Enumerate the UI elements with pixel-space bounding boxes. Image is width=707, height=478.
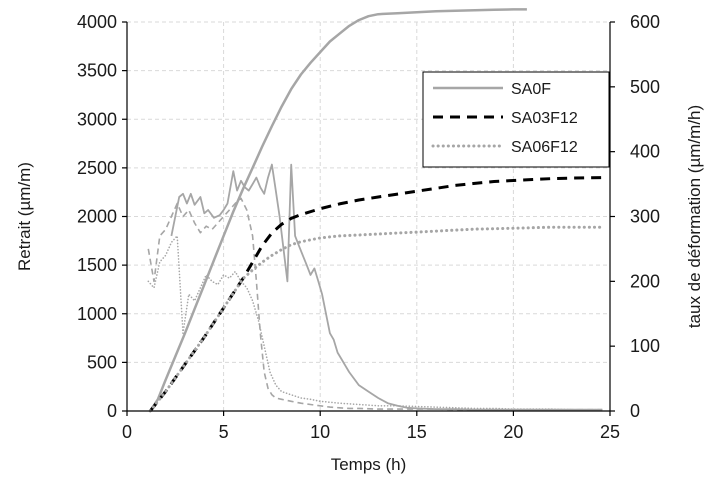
y-right-tick-label: 100 — [630, 336, 660, 356]
y-left-tick-label: 1500 — [77, 255, 117, 275]
y-right-tick-label: 200 — [630, 271, 660, 291]
y-left-tick-label: 4000 — [77, 12, 117, 32]
legend-label: SA0F — [511, 81, 551, 98]
x-tick-label: 0 — [122, 422, 132, 442]
x-axis-title: Temps (h) — [331, 455, 407, 474]
x-tick-label: 10 — [310, 422, 330, 442]
legend-label: SA03F12 — [511, 110, 578, 127]
tick-labels: 0 5 10 15 20 25050010001500200025003000350040… — [77, 12, 660, 442]
series-line-sa06f12 — [148, 225, 604, 413]
axes — [122, 21, 615, 416]
series-line-sa03f12 — [149, 176, 603, 412]
y-right-tick-label: 600 — [630, 12, 660, 32]
y-right-tick-label: 400 — [630, 142, 660, 162]
y-right-axis-title: taux de déformation (µm/m/h) — [685, 105, 704, 328]
y-left-tick-label: 1000 — [77, 304, 117, 324]
y-left-tick-label: 3000 — [77, 109, 117, 129]
y-right-tick-label: 300 — [630, 207, 660, 227]
x-tick-label: 15 — [407, 422, 427, 442]
y-right-tick-label: 500 — [630, 77, 660, 97]
y-right-tick-label: 0 — [630, 401, 640, 421]
x-tick-label: 5 — [219, 422, 229, 442]
y-left-tick-label: 500 — [87, 352, 117, 372]
legend-items: SA0F SA03F12 SA06F12 — [431, 81, 578, 156]
y-left-tick-label: 0 — [107, 401, 117, 421]
y-left-tick-label: 3500 — [77, 61, 117, 81]
x-tick-label: 20 — [503, 422, 523, 442]
x-tick-label: 25 — [600, 422, 620, 442]
y-left-tick-label: 2000 — [77, 207, 117, 227]
series-line-sa06f12-rate — [147, 235, 604, 411]
legend: SA0F SA03F12 SA06F12 — [422, 71, 610, 168]
y-left-tick-label: 2500 — [77, 158, 117, 178]
legend-label: SA06F12 — [511, 139, 578, 156]
series-line-sa0f-rate — [170, 163, 603, 411]
series-line-sa0f — [149, 8, 527, 412]
series-line-sa03f12-rate — [147, 197, 603, 411]
y-left-axis-title: Retrait (µm/m) — [15, 162, 34, 271]
series-layer — [147, 8, 604, 413]
